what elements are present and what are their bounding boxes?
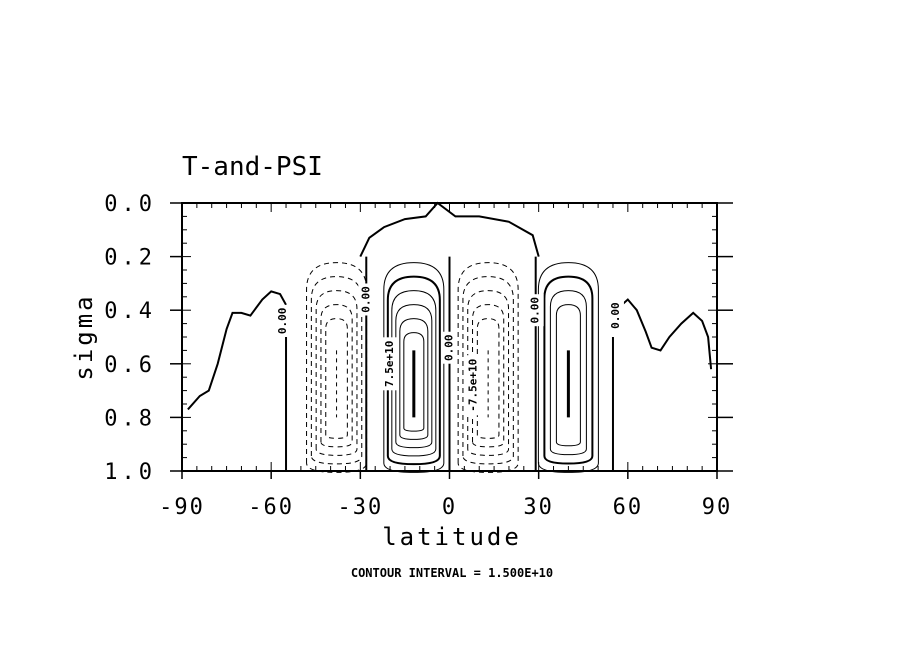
contour-line: [399, 318, 429, 440]
contour-label: 0.00: [609, 302, 622, 329]
y-tick-label: 0.2: [104, 246, 156, 271]
contour-line: [395, 304, 433, 449]
contour-label-bg: [441, 331, 458, 364]
x-tick-label: 0: [442, 495, 457, 520]
contour-label-bg: [275, 304, 292, 337]
x-tick-label: 90: [702, 495, 733, 520]
contour-label-bg: [607, 299, 624, 332]
contour-label-bg: [358, 283, 375, 316]
contour-label: 0.00: [359, 286, 372, 313]
y-tick-label: 0.0: [104, 192, 156, 217]
x-tick-label: 60: [613, 495, 644, 520]
x-tick-label: -30: [337, 495, 383, 520]
contour-interval-note: CONTOUR INTERVAL = 1.500E+10: [351, 566, 553, 580]
contour-labels: 0.00 0.00 7.5e+10 0.00 -7.5e+10 0.00 0.00: [275, 283, 624, 416]
contour-line: [555, 304, 581, 447]
contour-line: [457, 262, 519, 473]
chart-title: T-and-PSI: [182, 152, 323, 182]
contour-line: [325, 318, 348, 439]
contour-label-bg: [527, 294, 544, 327]
y-tick-label: 1.0: [104, 460, 156, 485]
contour-line: [467, 290, 510, 456]
x-tick-label: -60: [248, 495, 294, 520]
x-axis-label: latitude: [382, 523, 522, 551]
contour-label: 0.00: [529, 297, 542, 324]
contour-line: [320, 304, 353, 448]
contour-label: -7.5e+10: [466, 359, 479, 412]
y-tick-label: 0.4: [104, 299, 156, 324]
x-tick-labels: -90 -60 -30 0 30 60 90: [159, 495, 733, 520]
y-tick-label: 0.6: [104, 353, 156, 378]
y-axis-label: sigma: [70, 293, 98, 380]
contour-line: [386, 275, 441, 466]
zero-line-left: [187, 290, 287, 411]
contour-line: [403, 332, 425, 432]
axis-ticks: [170, 202, 733, 479]
contour-line: [549, 290, 587, 456]
contour-label-bg: [465, 355, 482, 416]
contour-label-bg: [382, 337, 399, 391]
y-tick-labels: 0.0 0.2 0.4 0.6 0.8 1.0: [104, 192, 156, 485]
y-tick-label: 0.8: [104, 406, 156, 431]
contour-lines: [306, 262, 599, 473]
zero-line-right: [618, 298, 713, 370]
x-tick-label: 30: [523, 495, 554, 520]
contour-label: 0.00: [443, 334, 456, 361]
contour-label: 7.5e+10: [383, 341, 396, 387]
contour-line: [472, 304, 505, 448]
contour-line: [315, 290, 358, 456]
contour-line: [543, 275, 594, 465]
contour-label: 0.00: [276, 308, 289, 335]
contour-line: [391, 290, 437, 457]
x-tick-label: -90: [159, 495, 205, 520]
contour-line: [476, 318, 500, 439]
